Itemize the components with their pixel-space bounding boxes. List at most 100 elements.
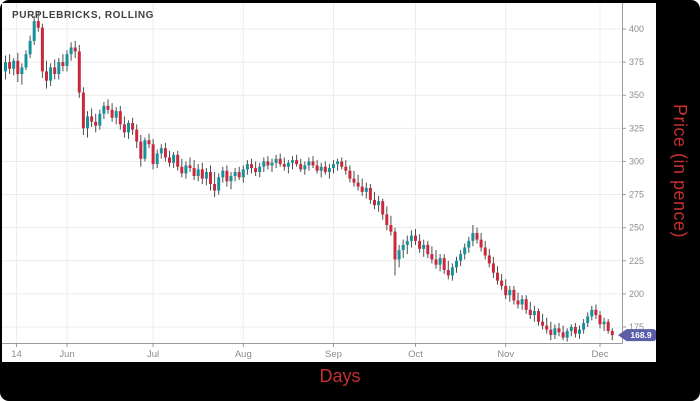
candle-down (344, 166, 348, 171)
candle-up (204, 172, 208, 179)
candle-down (176, 154, 180, 167)
candle-down (118, 111, 122, 125)
candle-down (131, 123, 135, 130)
candle-down (168, 157, 171, 163)
candle-up (438, 258, 442, 265)
candle-down (250, 164, 253, 169)
candle-down (53, 67, 57, 75)
candle-up (455, 260, 458, 268)
x-tick-label: Dec (592, 349, 609, 360)
candle-down (237, 172, 241, 178)
y-tick-label: 400 (629, 24, 644, 34)
candle-up (245, 164, 249, 170)
candle-down (389, 225, 393, 232)
candle-down (266, 161, 270, 166)
candle-down (356, 182, 360, 187)
candle-up (65, 54, 69, 67)
candle-down (528, 309, 532, 316)
candle-down (504, 285, 508, 296)
last-price-badge-shape (618, 329, 656, 342)
candle-down (254, 168, 258, 173)
candle-up (578, 329, 581, 334)
y-tick-label: 325 (629, 123, 644, 133)
y-tick-label: 350 (629, 90, 644, 100)
candle-up (508, 289, 512, 296)
candle-up (69, 47, 73, 55)
candle-down (360, 186, 364, 192)
candle-up (467, 240, 471, 248)
candle-up (4, 62, 7, 72)
candle-up (532, 311, 536, 316)
candle-down (393, 231, 397, 260)
candlestick-chart: 400 375 350 325 300 275 250 225 200 175 14 Jun Jul Au… (2, 3, 656, 360)
x-axis-title: Days (319, 366, 361, 386)
candle-up (319, 166, 323, 171)
x-tick-label: Oct (408, 349, 423, 360)
candle-down (135, 129, 139, 142)
candle-down (418, 240, 422, 249)
candle-down (81, 92, 85, 129)
candle-down (414, 235, 417, 241)
candle-up (463, 247, 467, 255)
candle-down (16, 60, 20, 75)
candle-down (446, 270, 450, 276)
candle-down (537, 311, 540, 322)
candle-down (434, 259, 438, 265)
y-tick-label: 375 (629, 57, 644, 67)
candle-up (590, 309, 594, 317)
y-tick-label: 225 (629, 256, 644, 266)
candle-down (209, 172, 212, 184)
candle-down (61, 62, 65, 67)
candle-down (487, 255, 491, 264)
candle-up (20, 67, 24, 75)
candle-down (491, 263, 495, 273)
candle-down (278, 158, 282, 165)
candle-down (549, 329, 553, 335)
candle-up (143, 140, 147, 159)
chart-title: PURPLEBRICKS, ROLLING (12, 10, 155, 21)
grid-layer (2, 3, 622, 343)
candle-down (479, 239, 483, 248)
candle-up (377, 201, 381, 206)
x-tick-label: Aug (235, 349, 252, 360)
candle-up (303, 165, 307, 170)
axis-layer: 400 375 350 325 300 275 250 225 200 175 14 Jun Jul Au… (2, 3, 644, 360)
candle-down (385, 214, 389, 226)
candle-up (450, 267, 454, 276)
candle-up (196, 169, 200, 177)
candle-up (24, 54, 28, 68)
candle-up (221, 170, 225, 178)
last-price-badge-value: 168.9 (630, 330, 652, 340)
candle-up (233, 172, 237, 177)
candle-down (110, 109, 114, 118)
plot-area: 400 375 350 325 300 275 250 225 200 175 14 Jun Jul Au… (2, 3, 656, 362)
candle-up (422, 244, 426, 249)
candle-up (159, 148, 163, 154)
candle-down (340, 161, 344, 167)
y-tick-label: 300 (629, 156, 644, 166)
candle-down (295, 160, 299, 165)
candle-down (8, 62, 12, 69)
candle-down (282, 164, 286, 167)
y-tick-label: 250 (629, 223, 644, 233)
candle-down (598, 315, 602, 325)
candle-up (553, 328, 557, 335)
candle-down (557, 328, 561, 333)
candle-up (241, 169, 245, 178)
y-tick-label: 200 (629, 289, 644, 299)
x-tick-label: Jul (147, 349, 159, 360)
candle-down (311, 161, 315, 166)
candle-down (90, 116, 94, 122)
candle-down (524, 299, 528, 310)
candle-down (106, 105, 110, 110)
candle-down (561, 332, 565, 338)
candle-up (49, 67, 53, 81)
candle-up (364, 187, 368, 192)
x-tick-label: Jun (59, 349, 74, 360)
candlestick-series (4, 11, 614, 342)
candle-down (225, 170, 229, 182)
candle-down (200, 169, 204, 179)
candle-up (172, 154, 176, 163)
candle-down (541, 321, 545, 326)
